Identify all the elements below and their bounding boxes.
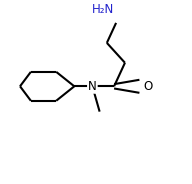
Text: H₂N: H₂N (92, 3, 114, 16)
Text: N: N (88, 80, 97, 93)
Text: O: O (143, 80, 152, 93)
